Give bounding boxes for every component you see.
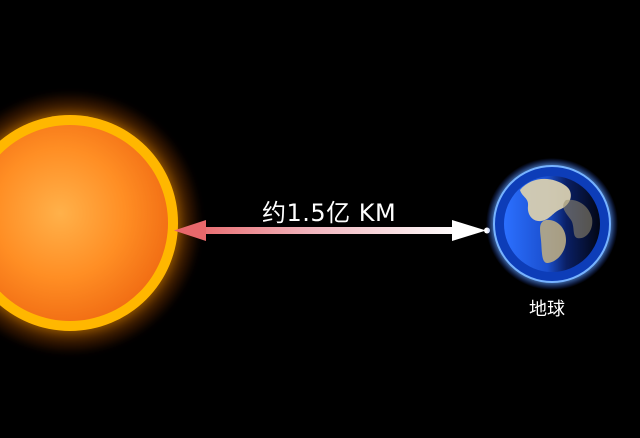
sun-icon [0, 91, 202, 355]
earth-icon [486, 158, 618, 290]
distance-label: 约1.5亿 KM [262, 199, 397, 227]
earth-label: 地球 [529, 299, 565, 320]
